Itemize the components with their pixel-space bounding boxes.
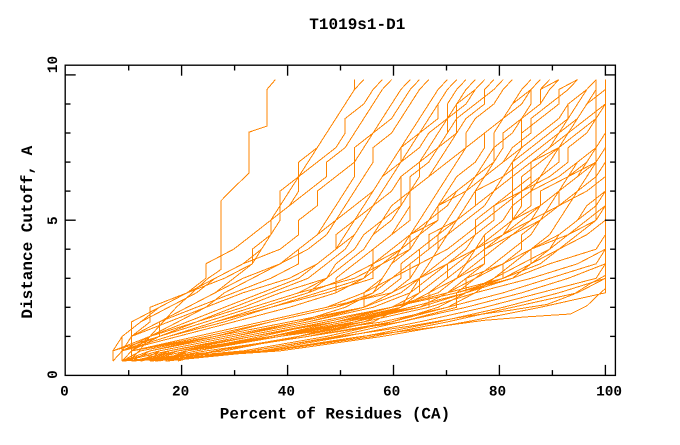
svg-text:T1019s1-D1: T1019s1-D1 — [309, 16, 405, 34]
svg-text:Distance Cutoff, A: Distance Cutoff, A — [19, 145, 37, 318]
svg-text:20: 20 — [172, 385, 189, 401]
svg-text:100: 100 — [596, 385, 622, 401]
svg-text:0: 0 — [60, 385, 69, 401]
svg-text:40: 40 — [278, 385, 295, 401]
svg-text:80: 80 — [489, 385, 506, 401]
svg-text:10: 10 — [46, 56, 62, 73]
svg-text:5: 5 — [46, 216, 62, 225]
svg-text:60: 60 — [383, 385, 400, 401]
svg-text:0: 0 — [46, 370, 62, 379]
svg-text:Percent of Residues (CA): Percent of Residues (CA) — [220, 405, 450, 423]
